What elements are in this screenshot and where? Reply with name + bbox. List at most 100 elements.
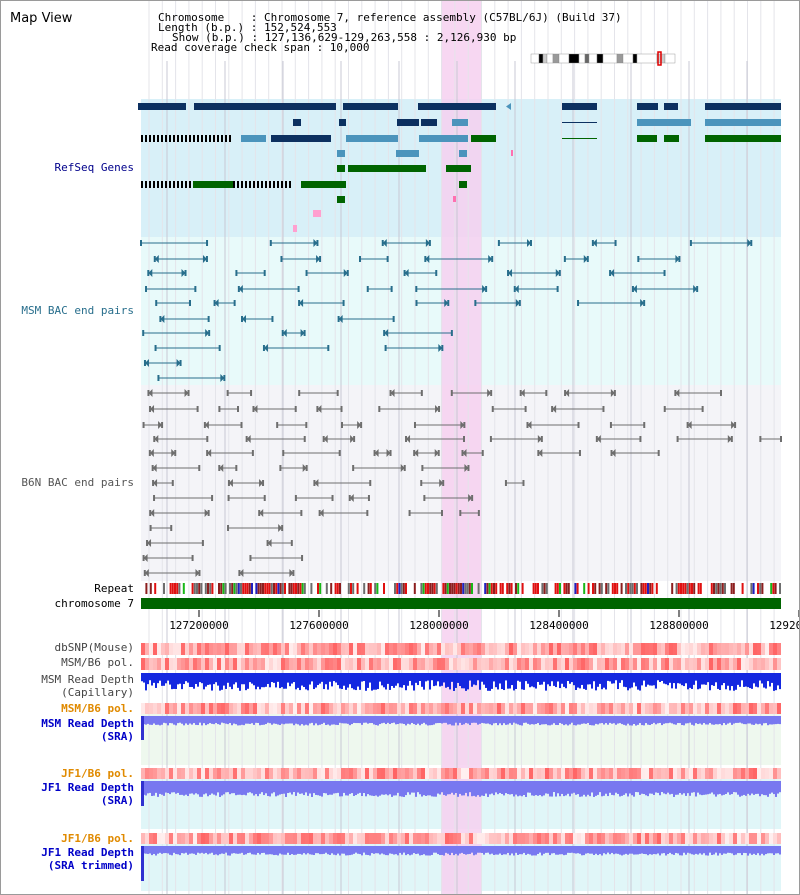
track-label-jf1-sra-1[interactable]: JF1 Read Depth bbox=[41, 781, 134, 794]
depth-bar bbox=[695, 716, 697, 724]
heat-cell bbox=[461, 833, 465, 844]
heat-cell bbox=[489, 833, 493, 844]
chromosome-ideogram[interactable] bbox=[530, 51, 676, 66]
repeat-element bbox=[453, 583, 456, 594]
depth-bar bbox=[729, 846, 731, 853]
track-label-msm-sra-1[interactable]: MSM Read Depth bbox=[41, 717, 134, 730]
depth-bar bbox=[515, 716, 517, 724]
depth-bar bbox=[717, 716, 719, 725]
depth-bar bbox=[295, 716, 297, 724]
depth-bar bbox=[447, 673, 449, 687]
depth-bar bbox=[701, 716, 703, 725]
bac-end-arrow bbox=[242, 315, 247, 323]
heat-cell bbox=[337, 658, 341, 670]
heat-cell bbox=[445, 703, 449, 714]
track-label-msm-bac[interactable]: MSM BAC end pairs bbox=[21, 304, 134, 317]
repeat-element bbox=[563, 583, 566, 594]
heat-cell bbox=[625, 643, 629, 655]
heat-cell bbox=[221, 643, 225, 655]
depth-bar bbox=[149, 781, 151, 793]
heat-cell bbox=[669, 658, 673, 670]
heat-cell bbox=[513, 658, 517, 670]
depth-bar bbox=[689, 673, 691, 688]
depth-bar bbox=[675, 673, 677, 689]
heat-cell bbox=[453, 643, 457, 655]
depth-bar bbox=[709, 716, 711, 724]
exon-block bbox=[165, 135, 167, 142]
heat-cell bbox=[741, 703, 745, 714]
repeat-element bbox=[774, 583, 777, 594]
depth-bar bbox=[509, 716, 511, 724]
repeat-element bbox=[616, 583, 619, 594]
heat-cell bbox=[245, 703, 249, 714]
repeat-element bbox=[466, 583, 469, 594]
repeat-element bbox=[446, 583, 449, 594]
repeat-element bbox=[649, 583, 652, 594]
depth-bar bbox=[277, 716, 279, 725]
heat-cell bbox=[153, 643, 157, 655]
bac-end bbox=[578, 450, 581, 456]
repeat-element bbox=[420, 583, 423, 594]
depth-bar bbox=[429, 781, 431, 796]
heat-cell bbox=[717, 833, 721, 844]
heat-cell bbox=[277, 643, 281, 655]
depth-bar bbox=[337, 781, 339, 793]
heat-cell bbox=[493, 643, 497, 655]
track-label-refseq[interactable]: RefSeq Genes bbox=[54, 161, 134, 174]
track-label-dbsnp[interactable]: dbSNP(Mouse) bbox=[54, 641, 134, 654]
bac-end-arrow bbox=[439, 479, 444, 487]
track-label-jf1-pol[interactable]: JF1/B6 pol. bbox=[61, 767, 134, 780]
track-label-repeat[interactable]: Repeat bbox=[94, 582, 134, 595]
bac-end bbox=[450, 390, 453, 396]
repeat-element bbox=[427, 583, 429, 594]
track-label-jf1-trim-1[interactable]: JF1 Read Depth bbox=[41, 846, 134, 859]
track-label-msm-pol[interactable]: MSM/B6 pol. bbox=[61, 656, 134, 669]
repeat-element bbox=[680, 583, 682, 594]
depth-bar bbox=[745, 673, 747, 687]
depth-bar bbox=[647, 716, 649, 725]
depth-bar bbox=[685, 716, 687, 724]
depth-bar bbox=[397, 673, 399, 684]
heat-cell bbox=[425, 833, 429, 844]
heat-cell bbox=[277, 768, 281, 779]
depth-bar bbox=[413, 716, 415, 725]
depth-bar bbox=[479, 781, 481, 797]
exon-block bbox=[169, 181, 171, 188]
heat-cell bbox=[317, 703, 321, 714]
highlight-region[interactable] bbox=[441, 1, 481, 894]
depth-bar bbox=[729, 781, 731, 795]
heat-cell bbox=[345, 643, 349, 655]
depth-bar bbox=[409, 781, 411, 795]
heat-cell bbox=[369, 703, 373, 714]
heat-cell bbox=[733, 643, 737, 655]
depth-bar bbox=[579, 716, 581, 725]
depth-bar bbox=[481, 781, 483, 796]
depth-bar bbox=[185, 716, 187, 724]
depth-bar bbox=[657, 673, 659, 681]
exon-block bbox=[153, 135, 155, 142]
depth-bar bbox=[507, 716, 509, 725]
depth-bar bbox=[457, 716, 459, 726]
bac-end-arrow bbox=[632, 285, 637, 293]
heat-cell bbox=[329, 703, 333, 714]
track-label-msm-cap-1[interactable]: MSM Read Depth bbox=[41, 673, 134, 686]
track-label-b6n-bac[interactable]: B6N BAC end pairs bbox=[21, 476, 134, 489]
track-label-msm-pol2[interactable]: MSM/B6 pol. bbox=[61, 702, 134, 715]
heat-cell bbox=[565, 833, 569, 844]
track-label-chromosome[interactable]: chromosome 7 bbox=[54, 597, 134, 610]
heat-cell bbox=[449, 703, 453, 714]
depth-bar bbox=[691, 846, 693, 855]
heat-cell bbox=[149, 643, 153, 655]
heat-cell bbox=[429, 703, 433, 714]
heat-cell bbox=[545, 833, 549, 844]
track-label-jf1-pol2[interactable]: JF1/B6 pol. bbox=[61, 832, 134, 845]
heat-cell bbox=[549, 643, 553, 655]
depth-bar bbox=[261, 716, 263, 725]
heat-cell bbox=[489, 703, 493, 714]
axis-tick-label: 129200000 bbox=[769, 619, 799, 632]
depth-bar bbox=[367, 846, 369, 856]
gene-feature bbox=[562, 103, 597, 110]
depth-bar bbox=[585, 673, 587, 690]
depth-bar bbox=[379, 781, 381, 796]
